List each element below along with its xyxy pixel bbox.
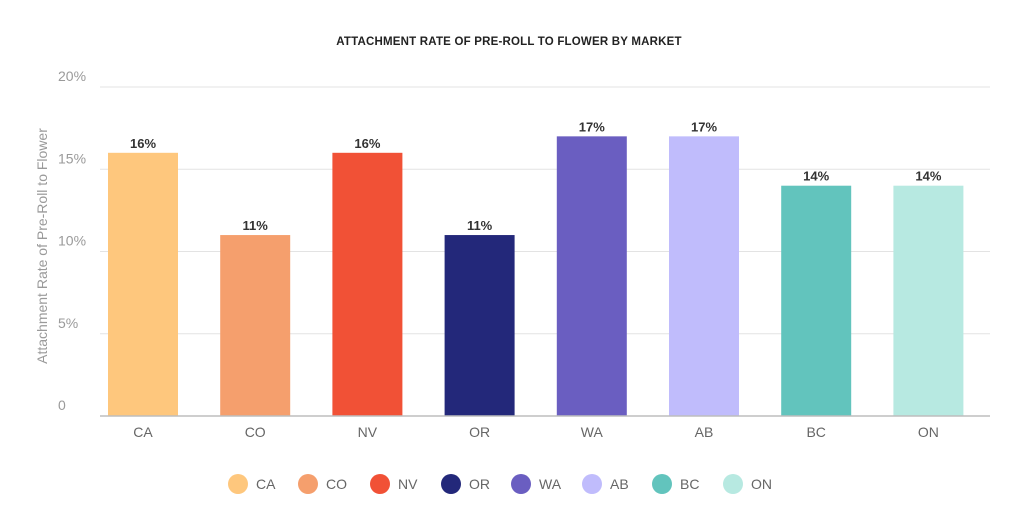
legend-swatch: [723, 474, 743, 494]
legend-label: CO: [326, 476, 347, 492]
y-tick-label: 20%: [58, 68, 86, 84]
bar-wa: [556, 136, 627, 416]
legend-label: ON: [751, 476, 772, 492]
legend-label: OR: [469, 476, 490, 492]
x-axis-categories: CA CO NV OR WA AB BC ON: [133, 424, 939, 440]
x-tick-label: CA: [133, 424, 153, 440]
legend-item-wa[interactable]: WA: [511, 474, 562, 494]
legend-swatch: [228, 474, 248, 494]
y-axis-label: Attachment Rate of Pre-Roll to Flower: [34, 128, 50, 364]
bar-co: [220, 235, 291, 416]
legend-swatch: [298, 474, 318, 494]
y-tick-label: 10%: [58, 233, 86, 249]
bar-value-label: 17%: [691, 119, 717, 134]
legend-swatch: [511, 474, 531, 494]
legend-item-on[interactable]: ON: [723, 474, 772, 494]
y-tick-label: 0: [58, 397, 66, 413]
bar-value-label: 11%: [467, 218, 493, 233]
legend-item-ca[interactable]: CA: [228, 474, 276, 494]
legend-item-nv[interactable]: NV: [370, 474, 418, 494]
bar-value-label: 16%: [354, 136, 380, 151]
bar-value-label: 11%: [243, 218, 269, 233]
y-tick-label: 5%: [58, 315, 78, 331]
x-tick-label: CO: [245, 424, 266, 440]
bar-or: [444, 235, 515, 416]
y-axis-ticks: 0 5% 10% 15% 20%: [58, 68, 86, 413]
bar-ca: [108, 152, 178, 417]
bar-on: [893, 185, 964, 416]
legend-swatch: [441, 474, 461, 494]
legend-label: BC: [680, 476, 699, 492]
legend-swatch: [652, 474, 672, 494]
bar-value-label: 16%: [130, 136, 156, 151]
chart-title: ATTACHMENT RATE OF PRE-ROLL TO FLOWER BY…: [336, 36, 681, 48]
legend-item-ab[interactable]: AB: [582, 474, 629, 494]
x-tick-label: OR: [469, 424, 490, 440]
bar-nv: [332, 152, 403, 417]
x-tick-label: NV: [358, 424, 378, 440]
x-tick-label: AB: [695, 424, 714, 440]
bars: 16% 11% 16% 11% 17% 17% 14% 14%: [108, 119, 964, 417]
y-tick-label: 15%: [58, 150, 86, 166]
legend-label: AB: [610, 476, 629, 492]
legend-swatch: [582, 474, 602, 494]
legend-item-or[interactable]: OR: [441, 474, 490, 494]
legend: CA CO NV OR WA AB BC ON: [228, 474, 772, 494]
legend-label: NV: [398, 476, 418, 492]
bar-value-label: 17%: [579, 119, 605, 134]
bar-value-label: 14%: [803, 169, 829, 184]
legend-label: WA: [539, 476, 562, 492]
legend-label: CA: [256, 476, 276, 492]
x-tick-label: ON: [918, 424, 939, 440]
bar-ab: [669, 136, 739, 416]
x-tick-label: WA: [581, 424, 604, 440]
bar-value-label: 14%: [915, 169, 941, 184]
legend-swatch: [370, 474, 390, 494]
bar-bc: [781, 185, 852, 416]
legend-item-co[interactable]: CO: [298, 474, 347, 494]
legend-item-bc[interactable]: BC: [652, 474, 699, 494]
x-tick-label: BC: [806, 424, 825, 440]
